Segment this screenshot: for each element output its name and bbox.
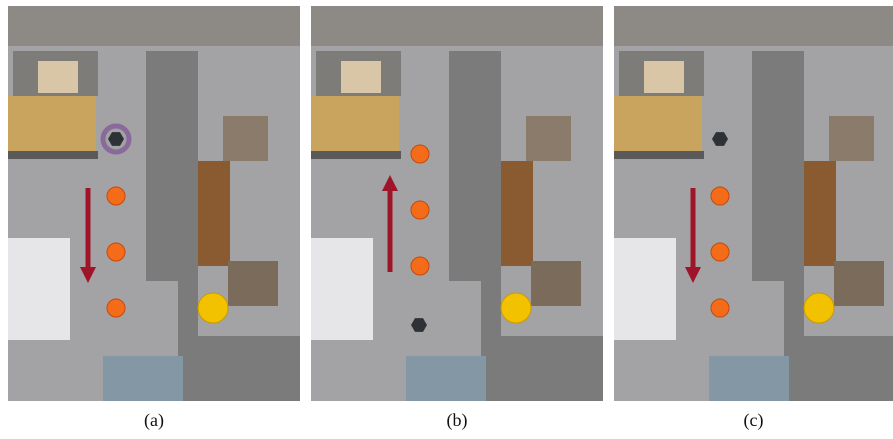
waypoint — [711, 243, 729, 261]
panel-label: (a) — [144, 410, 164, 431]
goal — [198, 293, 228, 323]
box — [644, 61, 684, 93]
wall — [797, 336, 893, 401]
bed — [8, 238, 70, 340]
waypoint — [711, 187, 729, 205]
chair — [228, 261, 278, 306]
chair — [406, 356, 486, 401]
panel-label: (b) — [447, 410, 468, 431]
desk-edge — [311, 151, 401, 159]
desk — [614, 96, 702, 151]
chair — [709, 356, 789, 401]
bed — [311, 238, 373, 340]
chair — [829, 116, 874, 161]
back-wall — [311, 6, 603, 46]
back-wall — [8, 6, 300, 46]
wall — [449, 51, 501, 281]
wall — [191, 336, 300, 401]
panel — [311, 6, 603, 401]
panel — [614, 6, 893, 401]
chair — [526, 116, 571, 161]
goal — [501, 293, 531, 323]
waypoint — [107, 243, 125, 261]
goal — [804, 293, 834, 323]
back-wall — [614, 6, 893, 46]
rug — [198, 161, 230, 266]
chair — [103, 356, 183, 401]
chair — [223, 116, 268, 161]
panel — [8, 6, 300, 401]
figure: (a) (b) (c) — [0, 0, 893, 439]
rug — [501, 161, 533, 266]
box — [38, 61, 78, 93]
wall — [146, 51, 198, 281]
wall — [494, 336, 603, 401]
desk — [311, 96, 399, 151]
waypoint — [411, 201, 429, 219]
desk-edge — [8, 151, 98, 159]
chair — [531, 261, 581, 306]
rug — [804, 161, 836, 266]
waypoint — [711, 299, 729, 317]
box — [341, 61, 381, 93]
desk-edge — [614, 151, 704, 159]
panel-label: (c) — [744, 410, 764, 431]
bed — [614, 238, 676, 340]
chair — [834, 261, 884, 306]
wall — [752, 51, 804, 281]
desk — [8, 96, 96, 151]
waypoint — [107, 187, 125, 205]
waypoint — [411, 257, 429, 275]
waypoint — [411, 145, 429, 163]
waypoint — [107, 299, 125, 317]
